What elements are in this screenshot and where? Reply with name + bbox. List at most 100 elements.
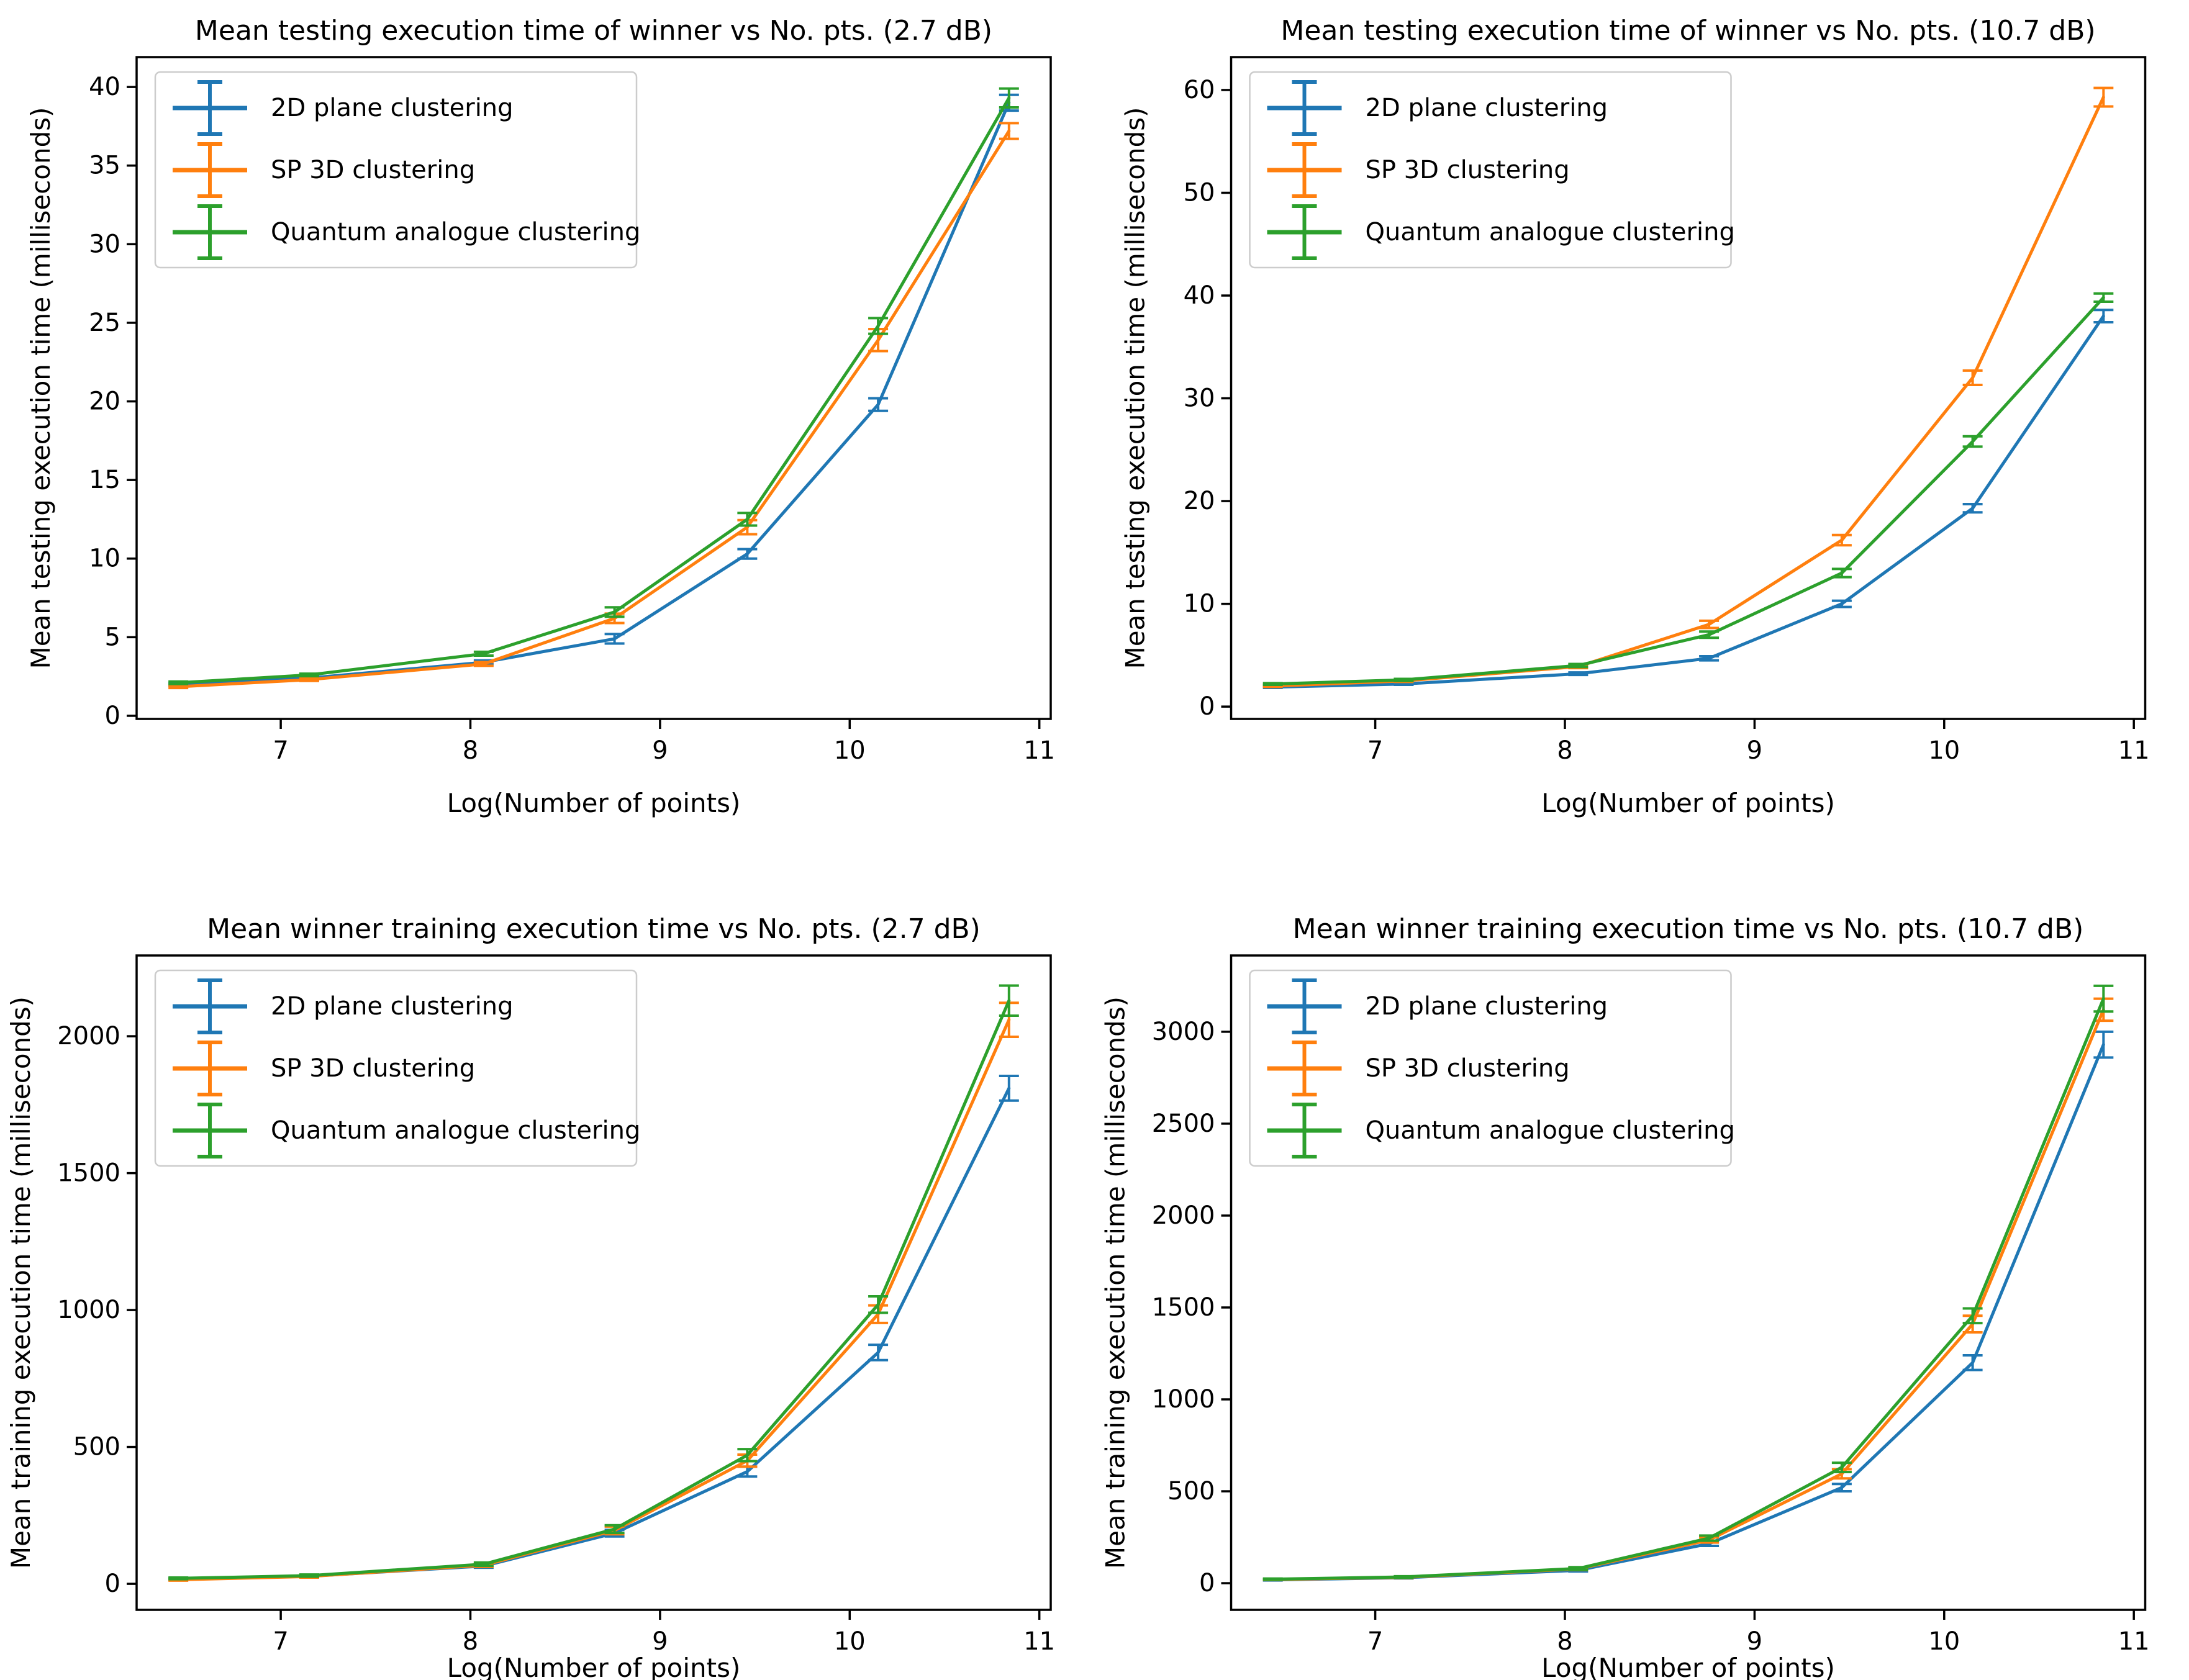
x-axis-label: Log(Number of points) [447, 1653, 741, 1680]
y-tick-label: 0 [105, 1569, 120, 1598]
series-path [1271, 296, 2105, 686]
x-tick-label: 9 [652, 1627, 668, 1656]
y-tick-label: 20 [89, 387, 120, 416]
x-tick-label: 11 [2118, 736, 2150, 765]
legend-errorbar-glyph [1267, 1041, 1342, 1096]
y-tick-label: 1000 [57, 1296, 120, 1324]
y-tick-label: 40 [89, 73, 120, 101]
series-3-line [1262, 984, 2114, 1581]
series-path [176, 999, 1011, 1580]
y-tick-label: 60 [1184, 76, 1215, 104]
legend-label: 2D plane clustering [271, 94, 514, 122]
legend-label: Quantum analogue clustering [1366, 218, 1735, 246]
legend-box [154, 71, 638, 269]
series-1-line [1262, 309, 2114, 690]
legend-label: SP 3D clustering [271, 156, 475, 184]
y-tick-label: 500 [1167, 1477, 1215, 1506]
chart-panel-1: 7 8 9 10 11 0 5 10 15 20 25 30 35 40 Mean testing exec… [0, 0, 1094, 840]
y-tick-label: 5 [105, 623, 120, 651]
x-axis-label: Log(Number of points) [447, 788, 741, 818]
chart-panel-3: 7 8 9 10 11 0 500 1000 1500 2000 Mean winner train… [0, 840, 1094, 1680]
x-tick-label: 11 [1023, 1627, 1055, 1656]
x-tick-label: 7 [273, 1627, 288, 1656]
legend: 2D plane clustering SP 3D clustering Quant… [154, 969, 640, 1167]
x-tick-label: 10 [1928, 736, 1960, 765]
legend-errorbar-glyph [173, 1041, 247, 1096]
y-tick-label: 2000 [1152, 1201, 1215, 1230]
legend-label: SP 3D clustering [1366, 156, 1570, 184]
x-tick-label: 10 [834, 736, 866, 765]
y-axis-label: Mean testing execution time (millisecond… [1120, 107, 1151, 669]
x-tick-label: 9 [1747, 1627, 1762, 1656]
y-axis-label: Mean training execution time (millisecon… [6, 996, 36, 1569]
y-tick-label: 25 [89, 309, 120, 337]
y-tick-label: 1500 [57, 1159, 120, 1188]
y-tick-label: 50 [1184, 178, 1215, 207]
y-tick-label: 15 [89, 466, 120, 494]
chart-title: Mean testing execution time of winner vs… [1280, 15, 2095, 47]
x-tick-label: 9 [1747, 736, 1762, 765]
chart-canvas-1: 7 8 9 10 11 0 5 10 15 20 25 30 35 40 Mean testing exec… [25, 15, 1055, 818]
x-tick-label: 8 [463, 736, 478, 765]
legend-label: 2D plane clustering [1366, 94, 1608, 122]
legend: 2D plane clustering SP 3D clustering Quant… [1249, 71, 1735, 269]
chart-canvas-2: 7 8 9 10 11 0 10 20 30 40 50 60 Mean testing executi… [1120, 15, 2150, 818]
legend-errorbar-glyph [1267, 1103, 1342, 1158]
y-tick-label: 2000 [57, 1022, 120, 1050]
chart-title: Mean winner training execution time vs N… [1293, 913, 2084, 945]
x-tick-label: 8 [463, 1627, 478, 1656]
x-tick-label: 7 [1367, 1627, 1383, 1656]
chart-title: Mean winner training execution time vs N… [207, 913, 981, 945]
y-axis-label: Mean testing execution time (millisecond… [25, 107, 56, 669]
series-path [176, 96, 1011, 685]
y-tick-label: 3000 [1152, 1018, 1215, 1046]
legend-errorbar-glyph [173, 142, 247, 198]
y-tick-label: 1000 [1152, 1385, 1215, 1414]
legend-errorbar-glyph [1267, 142, 1342, 198]
legend-box [154, 969, 638, 1167]
series-3-line [1262, 292, 2114, 687]
series-3-line [168, 984, 1019, 1581]
chart-canvas-3: 7 8 9 10 11 0 500 1000 1500 2000 Mean winner train… [6, 913, 1055, 1680]
chart-panel-4: 7 8 9 10 11 0 500 1000 1500 2000 2500 3000 Mean winn… [1094, 840, 2189, 1680]
series-3-line [168, 87, 1019, 685]
series-path [176, 129, 1011, 689]
legend-errorbar-glyph [173, 1103, 247, 1158]
legend-label: Quantum analogue clustering [1366, 1116, 1735, 1145]
series-path [1271, 997, 2105, 1581]
y-tick-label: 35 [89, 151, 120, 180]
y-tick-label: 40 [1184, 281, 1215, 310]
x-tick-label: 9 [652, 736, 668, 765]
x-tick-label: 10 [1928, 1627, 1960, 1656]
x-tick-label: 7 [273, 736, 288, 765]
x-axis-label: Log(Number of points) [1541, 1653, 1835, 1680]
x-tick-label: 10 [834, 1627, 866, 1656]
chart-panel-2: 7 8 9 10 11 0 10 20 30 40 50 60 Mean testing executi… [1094, 0, 2189, 840]
legend-box [1249, 969, 1732, 1167]
legend-errorbar-glyph [1267, 978, 1342, 1034]
legend-label: Quantum analogue clustering [271, 1116, 640, 1145]
chart-title: Mean testing execution time of winner vs… [195, 15, 992, 47]
series-path [1271, 314, 2105, 689]
legend-errorbar-glyph [173, 978, 247, 1034]
legend-errorbar-glyph [173, 80, 247, 136]
y-tick-label: 30 [1184, 384, 1215, 413]
x-tick-label: 11 [1023, 736, 1055, 765]
legend-label: SP 3D clustering [271, 1054, 475, 1083]
legend-errorbar-glyph [1267, 80, 1342, 136]
y-tick-label: 0 [1199, 692, 1215, 721]
legend-label: 2D plane clustering [1366, 992, 1608, 1021]
y-tick-label: 30 [89, 230, 120, 258]
x-tick-label: 8 [1557, 736, 1572, 765]
y-tick-label: 0 [105, 702, 120, 730]
x-tick-label: 7 [1367, 736, 1383, 765]
legend-box [1249, 71, 1732, 269]
legend-label: Quantum analogue clustering [271, 218, 640, 246]
y-tick-label: 10 [1184, 590, 1215, 618]
y-tick-label: 0 [1199, 1569, 1215, 1597]
chart-canvas-4: 7 8 9 10 11 0 500 1000 1500 2000 2500 3000 Mean winn… [1100, 913, 2150, 1680]
x-axis-label: Log(Number of points) [1541, 788, 1835, 818]
x-tick-label: 8 [1557, 1627, 1572, 1656]
legend-errorbar-glyph [1267, 204, 1342, 260]
